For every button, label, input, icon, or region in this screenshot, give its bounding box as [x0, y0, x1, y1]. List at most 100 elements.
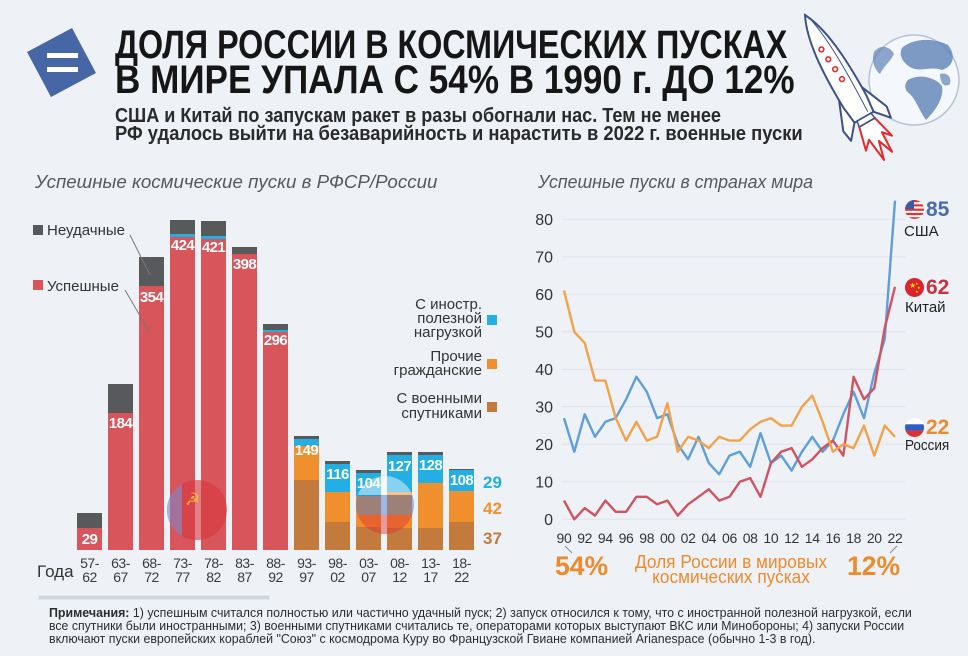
x-tick-label: 16 — [825, 530, 840, 546]
bar-segment-failed — [77, 512, 102, 529]
leader-line-1990 — [564, 545, 573, 554]
bar-segment-failed — [387, 452, 412, 456]
bar-value-label: 128 — [418, 457, 443, 475]
bar-segment-failed — [449, 468, 474, 470]
x-tick-label: 67 — [113, 569, 128, 585]
bar-segment-civil — [449, 491, 474, 523]
x-tick-label: 12 — [392, 569, 407, 585]
bar-segment-civil — [294, 445, 319, 480]
last-bar-civil-label: 42 — [483, 499, 502, 519]
usa-end-name: США — [904, 222, 939, 240]
bar-segment-military — [387, 527, 412, 550]
legend-label-civil: Прочие гражданские — [393, 348, 482, 379]
line-russia — [562, 290, 896, 457]
x-tick-label: 93- — [297, 555, 316, 571]
x-tick-label: 82 — [206, 569, 221, 585]
russia-share-1990: 54% — [555, 550, 609, 581]
china-flag-icon: ★ ★ ★ ★ — [904, 277, 924, 297]
subtitle-line1: США и Китай по запускам ракет в разы обо… — [115, 105, 721, 127]
share-caption-line2: космических пусках — [652, 567, 810, 587]
x-tick-label: 57- — [80, 555, 99, 571]
bar-segment-successful — [108, 412, 133, 550]
legend-line: гражданские — [393, 362, 482, 379]
ussr-flag-decoration — [167, 480, 227, 540]
legend-line: С иностр. — [415, 296, 482, 313]
y-tick-label: 0 — [544, 512, 553, 529]
x-tick-label: 18- — [452, 555, 471, 571]
legend-line: С военными — [396, 390, 482, 407]
x-tick-label: 22 — [454, 569, 469, 585]
bar-value-label: 104 — [353, 476, 384, 491]
legend-swatch-civil — [487, 359, 497, 369]
bar-segment-failed — [201, 220, 226, 237]
x-tick-label: 73- — [173, 555, 192, 571]
line-chart-title: Успешные пуски в странах мира — [538, 172, 814, 192]
bar-value-label: 116 — [326, 466, 349, 484]
russia-share-2022: 12% — [847, 550, 901, 581]
bar-value-label: 424 — [170, 236, 195, 254]
bar-segment-successful — [232, 253, 257, 550]
x-tick-label: 87 — [237, 569, 252, 585]
y-tick-label: 80 — [535, 212, 553, 229]
bar-segment-failed — [294, 436, 319, 440]
page-title-line2: В МИРЕ УПАЛА С 54% В 1990 г. ДО 12% — [115, 58, 795, 102]
legend-swatch-foreign — [487, 315, 497, 325]
legend-swatch-successful — [33, 280, 43, 290]
leader-line-2022 — [889, 545, 898, 554]
subtitle-line2: РФ удалось выйти на безаварийность и нар… — [115, 123, 803, 145]
notes-line-3: включают пуски европейских кораблей "Сою… — [49, 631, 816, 646]
x-tick-label: 17 — [423, 569, 438, 585]
usa-end-value: 85 — [926, 198, 950, 221]
x-tick-label: 90 — [557, 530, 572, 546]
svg-text:★: ★ — [915, 281, 919, 286]
x-tick-label: 98- — [328, 555, 347, 571]
legend-line: Прочие — [430, 348, 482, 365]
bar-value-label: 354 — [139, 288, 164, 306]
russia-flag-decoration — [356, 476, 414, 534]
x-tick-label: 98 — [639, 530, 654, 546]
bar-segment-civil — [325, 491, 350, 523]
share-caption-line1: Доля России в мировых — [634, 552, 828, 572]
last-bar-foreign-label: 29 — [483, 472, 502, 492]
x-tick-label: 78- — [204, 555, 223, 571]
hammer-sickle-icon: ☭ — [185, 490, 201, 510]
bar-segment-foreign — [449, 469, 474, 492]
bar-value-label: 29 — [81, 530, 98, 548]
rocket-icon — [803, 13, 894, 161]
y-tick-label: 10 — [535, 474, 553, 491]
logo-bar-bottom — [47, 67, 78, 72]
x-tick-label: 62 — [82, 569, 97, 585]
bar-segment-foreign — [263, 329, 288, 332]
bar-value-label: 398 — [232, 256, 257, 274]
legend-label-military: С военными спутниками — [396, 391, 482, 421]
y-tick-label: 20 — [535, 437, 553, 454]
bar-segment-failed — [418, 451, 443, 455]
x-tick-label: 08- — [390, 555, 409, 571]
line-usa — [562, 200, 897, 476]
svg-text:★: ★ — [917, 285, 921, 290]
y-tick-label: 40 — [535, 362, 553, 379]
y-tick-label: 60 — [535, 287, 553, 304]
globe-icon — [868, 34, 960, 126]
china-end-name: Китай — [905, 298, 946, 316]
bar-segment-foreign — [387, 455, 412, 492]
bar-segment-military — [449, 522, 474, 550]
x-tick-label: 18 — [846, 530, 861, 546]
x-tick-label: 92 — [268, 569, 283, 585]
x-tick-label: 02 — [330, 569, 345, 585]
svg-text:★: ★ — [915, 289, 919, 294]
x-tick-label: 77 — [175, 569, 190, 585]
x-tick-label: 10 — [763, 530, 778, 546]
bar-value-label: 296 — [263, 332, 288, 350]
legend-line: полезной — [417, 310, 482, 327]
bar-segment-military — [356, 526, 381, 550]
bar-segment-military — [418, 527, 443, 550]
equals-logo-icon — [27, 27, 96, 97]
notes-label: Примечания: — [49, 605, 130, 620]
page-title-line1: ДОЛЯ РОССИИ В КОСМИЧЕСКИХ ПУСКАХ — [115, 23, 788, 67]
x-tick-label: 97 — [299, 569, 314, 585]
y-tick-label: 50 — [535, 324, 553, 341]
bar-segment-failed — [232, 246, 257, 254]
x-axis-label: Года — [37, 561, 74, 581]
x-tick-label: 06 — [722, 530, 737, 546]
